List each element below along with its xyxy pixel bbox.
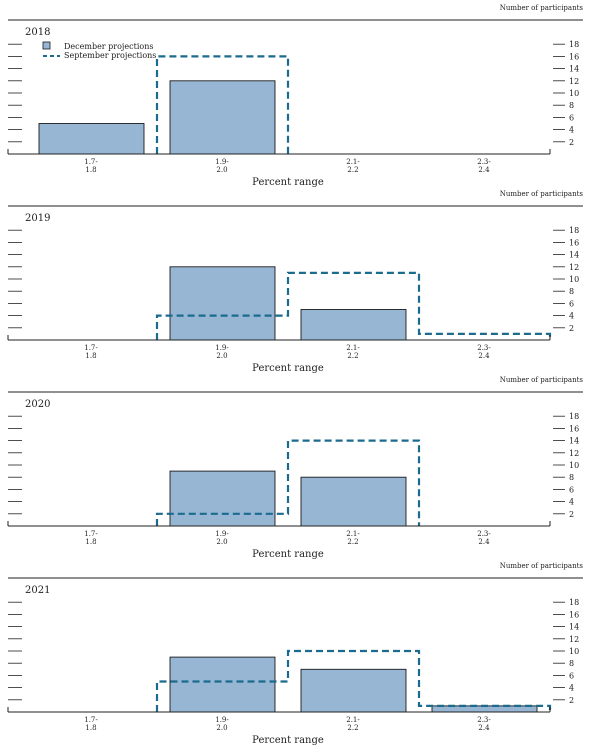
y-axis-label: Number of participants — [500, 4, 584, 12]
y-tick-label: 18 — [569, 598, 579, 607]
panel-year-title: 2021 — [25, 585, 50, 596]
chart-panel-2018: Number of participants 2018 2 4 6 8 10 12 14 16 18… — [7, 4, 584, 188]
y-tick-label: 14 — [569, 437, 579, 446]
chart-panel-2021: Number of participants 2021 2 4 6 8 10 12 14 16 18… — [7, 562, 584, 746]
y-tick-label: 6 — [569, 113, 574, 122]
december-bar-1.9-2.0 — [169, 80, 276, 155]
legend-december-swatch — [42, 41, 51, 50]
x-axis-title: Percent range — [252, 177, 324, 188]
y-tick-label: 8 — [569, 287, 574, 296]
y-tick-label: 6 — [569, 485, 574, 494]
y-tick-label: 2 — [569, 324, 574, 333]
x-tick-label: 1.7-1.8 — [84, 344, 98, 360]
september-outline — [155, 439, 421, 526]
x-tick-label: 2.1-2.2 — [346, 344, 360, 360]
y-tick-label: 16 — [569, 424, 579, 433]
panel-year-title: 2019 — [25, 213, 50, 224]
y-tick-label: 6 — [569, 299, 574, 308]
x-tick-label: 2.3-2.4 — [477, 716, 491, 732]
x-tick-label: 2.3-2.4 — [477, 158, 491, 174]
chart-panel-2019: Number of participants 2019 2 4 6 8 10 12 14 16 18… — [7, 190, 584, 374]
legend-september-label: September projections — [64, 51, 156, 60]
x-tick-label: 2.3-2.4 — [477, 344, 491, 360]
y-axis-label: Number of participants — [500, 562, 584, 570]
x-tick-label: 2.1-2.2 — [346, 716, 360, 732]
legend-december-label: December projections — [64, 42, 153, 51]
y-tick-label: 2 — [569, 696, 574, 705]
y-tick-label: 14 — [569, 623, 579, 632]
x-tick-label: 2.3-2.4 — [477, 530, 491, 546]
september-outline — [155, 271, 552, 340]
december-bar-1.7-1.8 — [38, 123, 145, 155]
y-tick-label: 16 — [569, 610, 579, 619]
panel-year-title: 2020 — [25, 399, 50, 410]
y-tick-label: 10 — [569, 89, 579, 98]
september-outline — [155, 55, 290, 154]
x-tick-label: 2.1-2.2 — [346, 158, 360, 174]
x-tick-label: 1.9-2.0 — [215, 344, 229, 360]
panel-year-title: 2018 — [25, 27, 50, 38]
y-tick-label: 10 — [569, 275, 579, 284]
x-tick-label: 1.7-1.8 — [84, 158, 98, 174]
y-tick-label: 18 — [569, 40, 579, 49]
y-tick-label: 2 — [569, 510, 574, 519]
x-tick-label: 2.1-2.2 — [346, 530, 360, 546]
y-tick-label: 12 — [569, 449, 579, 458]
december-bar-1.9-2.0 — [169, 266, 276, 341]
x-tick-label: 1.9-2.0 — [215, 158, 229, 174]
y-tick-label: 14 — [569, 251, 579, 260]
december-bar-2.1-2.2 — [300, 476, 407, 527]
y-tick-label: 2 — [569, 138, 574, 147]
x-axis-title: Percent range — [252, 735, 324, 746]
y-tick-label: 16 — [569, 52, 579, 61]
december-bar-1.9-2.0 — [169, 470, 276, 527]
y-tick-label: 10 — [569, 461, 579, 470]
x-tick-label: 1.7-1.8 — [84, 716, 98, 732]
y-tick-label: 18 — [569, 226, 579, 235]
y-tick-label: 16 — [569, 238, 579, 247]
y-tick-label: 6 — [569, 671, 574, 680]
december-bar-2.1-2.2 — [300, 668, 407, 713]
y-tick-label: 12 — [569, 77, 579, 86]
x-tick-label: 1.9-2.0 — [215, 530, 229, 546]
x-axis-title: Percent range — [252, 549, 324, 560]
y-tick-label: 8 — [569, 659, 574, 668]
y-axis-label: Number of participants — [500, 190, 584, 198]
september-outline — [155, 649, 552, 712]
y-tick-label: 14 — [569, 65, 579, 74]
y-tick-label: 4 — [569, 126, 574, 135]
y-tick-label: 12 — [569, 263, 579, 272]
chart-panel-2020: Number of participants 2020 2 4 6 8 10 12 14 16 18… — [7, 376, 584, 560]
y-tick-label: 4 — [569, 498, 574, 507]
x-axis-title: Percent range — [252, 363, 324, 374]
y-tick-label: 10 — [569, 647, 579, 656]
x-tick-label: 1.7-1.8 — [84, 530, 98, 546]
y-tick-label: 12 — [569, 635, 579, 644]
y-axis-label: Number of participants — [500, 376, 584, 384]
y-tick-label: 4 — [569, 312, 574, 321]
x-tick-label: 1.9-2.0 — [215, 716, 229, 732]
y-tick-label: 4 — [569, 684, 574, 693]
y-tick-label: 8 — [569, 101, 574, 110]
december-bar-2.1-2.2 — [300, 309, 407, 341]
december-bar-1.9-2.0 — [169, 656, 276, 713]
y-tick-label: 18 — [569, 412, 579, 421]
y-tick-label: 8 — [569, 473, 574, 482]
